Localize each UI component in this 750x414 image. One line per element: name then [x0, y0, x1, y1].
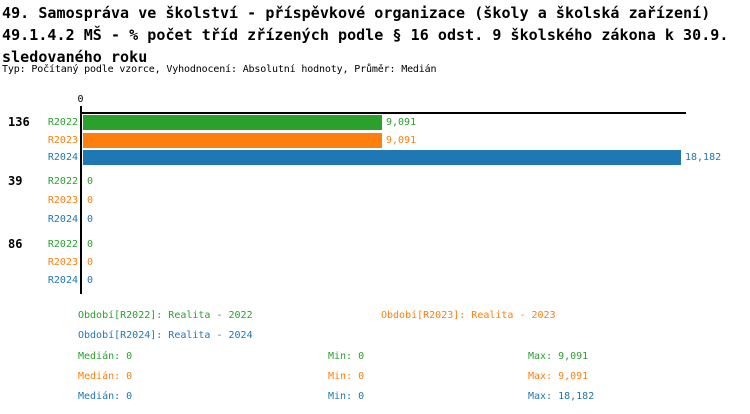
stat-median-r2022: Medián: 0 [78, 351, 133, 362]
bar-value-label: 0 [87, 195, 94, 206]
stat-min-r2023: Min: 0 [328, 371, 365, 382]
bar-value-label: 18,182 [685, 152, 722, 163]
series-tick-label: R2022 [47, 176, 78, 187]
legend-item-r2022: Období[R2022]: Realita - 2022 [78, 310, 253, 321]
y-axis-line [80, 106, 82, 294]
bar-row: R2022 9,091 [48, 115, 417, 130]
bar-row: R2023 9,091 [48, 133, 417, 148]
bar-value-label: 9,091 [386, 117, 417, 128]
group-label-86: 86 [8, 237, 23, 251]
bar-row: R2024 18,182 [48, 150, 722, 165]
bar-value-label: 0 [87, 257, 94, 268]
series-tick-label: R2023 [47, 135, 78, 146]
series-tick-label: R2023 [47, 257, 78, 268]
bar-value-label: 9,091 [386, 135, 417, 146]
bar-r2023 [83, 133, 382, 148]
stat-max-r2023: Max: 9,091 [528, 371, 589, 382]
bar-value-label: 0 [87, 176, 94, 187]
chart-subtitle: Typ: Počítaný podle vzorce, Vyhodnocení:… [2, 64, 437, 75]
stat-min-r2022: Min: 0 [328, 351, 365, 362]
series-tick-label: R2022 [47, 239, 78, 250]
series-tick-label: R2024 [47, 152, 78, 163]
stat-median-r2023: Medián: 0 [78, 371, 133, 382]
stat-max-r2024: Max: 18,182 [528, 391, 595, 402]
bar-row: R2023 0 [48, 255, 94, 270]
stat-max-r2022: Max: 9,091 [528, 351, 589, 362]
bar-value-label: 0 [87, 239, 94, 250]
bar-row: R2024 0 [48, 212, 94, 227]
bar-value-label: 0 [87, 214, 94, 225]
legend-item-r2024: Období[R2024]: Realita - 2024 [78, 330, 253, 341]
bar-row: R2022 0 [48, 174, 94, 189]
x-axis-zero-tick-label: 0 [77, 94, 84, 105]
page-title-line1: 49. Samospráva ve školství - příspěvkové… [2, 4, 711, 22]
series-tick-label: R2022 [47, 117, 78, 128]
page-title-line2: 49.1.4.2 MŠ - % počet tříd zřízených pod… [2, 26, 729, 44]
stat-min-r2024: Min: 0 [328, 391, 365, 402]
bar-r2022 [83, 115, 382, 130]
bar-row: R2024 0 [48, 273, 94, 288]
bar-row: R2022 0 [48, 237, 94, 252]
page-title-line3: sledovaného roku [2, 48, 148, 66]
series-tick-label: R2023 [47, 195, 78, 206]
group-label-136: 136 [8, 115, 30, 129]
bar-row: R2023 0 [48, 193, 94, 208]
series-tick-label: R2024 [47, 275, 78, 286]
bar-r2024 [83, 150, 681, 165]
legend-item-r2023: Období[R2023]: Realita - 2023 [381, 310, 556, 321]
bar-value-label: 0 [87, 275, 94, 286]
group-label-39: 39 [8, 174, 23, 188]
series-tick-label: R2024 [47, 214, 78, 225]
stat-median-r2024: Medián: 0 [78, 391, 133, 402]
x-axis-line [80, 112, 686, 114]
